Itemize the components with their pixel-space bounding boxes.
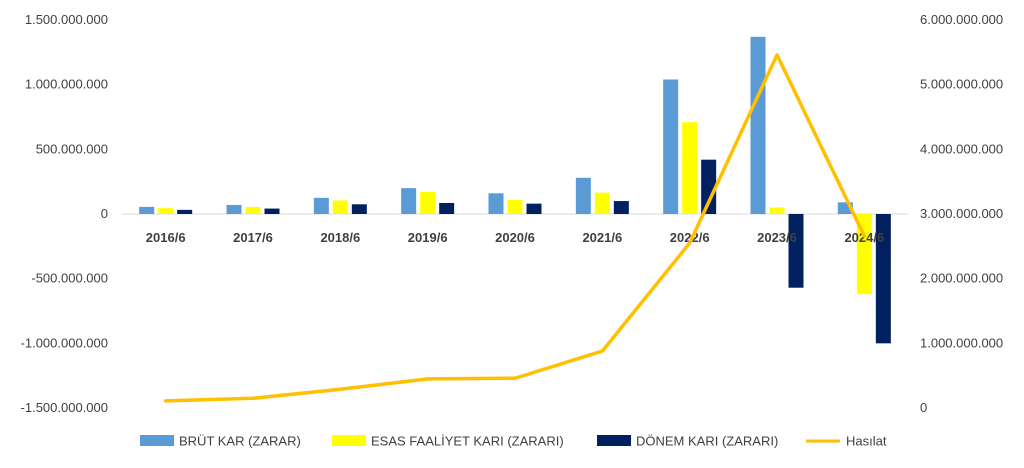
bar xyxy=(507,199,523,214)
right-tick-label: 3.000.000.000 xyxy=(920,206,1003,221)
right-tick-label: 5.000.000.000 xyxy=(920,77,1003,92)
legend-item: ESAS FAALİYET KARI (ZARARI) xyxy=(332,434,564,449)
category-axis: 2016/6 2017/6 2018/6 2019/6 2020/6 2021/6 2022… xyxy=(146,230,884,245)
bar xyxy=(401,188,417,214)
right-tick-label: 6.000.000.000 xyxy=(920,12,1003,27)
bar xyxy=(139,206,155,214)
category-label: 2020/6 xyxy=(495,230,535,245)
right-tick-label: 4.000.000.000 xyxy=(920,141,1003,156)
legend-label: BRÜT KAR (ZARAR) xyxy=(179,434,301,449)
category-label: 2018/6 xyxy=(320,230,360,245)
category-label: 2017/6 xyxy=(233,230,273,245)
bar xyxy=(420,192,436,214)
category-label: 2023/6 xyxy=(757,230,797,245)
bar-series xyxy=(139,36,891,344)
bar xyxy=(351,204,367,214)
bar xyxy=(264,208,280,214)
left-axis: -1.500.000.000 -1.000.000.000 -500.000.000… xyxy=(21,12,108,415)
bar xyxy=(701,159,717,214)
legend-item: Hasılat xyxy=(806,434,887,449)
bar xyxy=(158,208,174,214)
legend-label: Hasılat xyxy=(846,434,887,449)
bar xyxy=(488,193,504,214)
legend-swatch xyxy=(332,435,366,446)
bar xyxy=(788,214,804,288)
bar xyxy=(594,192,610,214)
right-tick-label: 1.000.000.000 xyxy=(920,335,1003,350)
legend-label: DÖNEM KARI (ZARARI) xyxy=(636,434,778,449)
legend-swatch xyxy=(597,435,631,446)
left-tick-label: 1.000.000.000 xyxy=(25,77,108,92)
bar xyxy=(575,177,591,214)
category-label: 2021/6 xyxy=(582,230,622,245)
bar xyxy=(613,201,629,214)
left-tick-label: 0 xyxy=(101,206,108,221)
left-tick-label: -1.000.000.000 xyxy=(21,335,108,350)
bar xyxy=(526,203,542,214)
left-tick-label: -1.500.000.000 xyxy=(21,400,108,415)
line-series xyxy=(163,53,867,403)
bar xyxy=(245,206,261,214)
bar xyxy=(439,203,455,214)
left-tick-label: 1.500.000.000 xyxy=(25,12,108,27)
line-hasilat xyxy=(163,53,867,403)
bar xyxy=(332,200,348,214)
bar xyxy=(837,202,853,214)
legend-item: DÖNEM KARI (ZARARI) xyxy=(597,434,778,449)
legend: BRÜT KAR (ZARAR) ESAS FAALİYET KARI (ZARA… xyxy=(140,434,887,449)
right-axis: 0 1.000.000.000 2.000.000.000 3.000.000.000… xyxy=(920,12,1003,415)
bar xyxy=(769,207,785,214)
left-tick-label: 500.000.000 xyxy=(36,141,108,156)
bar xyxy=(226,204,242,214)
bar xyxy=(682,122,698,214)
left-tick-label: -500.000.000 xyxy=(31,271,108,286)
category-label: 2016/6 xyxy=(146,230,186,245)
right-tick-label: 0 xyxy=(920,400,927,415)
category-label: 2019/6 xyxy=(408,230,448,245)
right-tick-label: 2.000.000.000 xyxy=(920,271,1003,286)
bar xyxy=(856,214,872,295)
bar xyxy=(750,36,766,215)
legend-swatch xyxy=(140,435,174,446)
bar xyxy=(663,79,679,214)
bar xyxy=(313,197,329,214)
legend-item: BRÜT KAR (ZARAR) xyxy=(140,434,301,449)
bar xyxy=(875,214,891,344)
legend-label: ESAS FAALİYET KARI (ZARARI) xyxy=(371,434,564,449)
category-label: 2022/6 xyxy=(670,230,710,245)
bar xyxy=(177,209,193,214)
